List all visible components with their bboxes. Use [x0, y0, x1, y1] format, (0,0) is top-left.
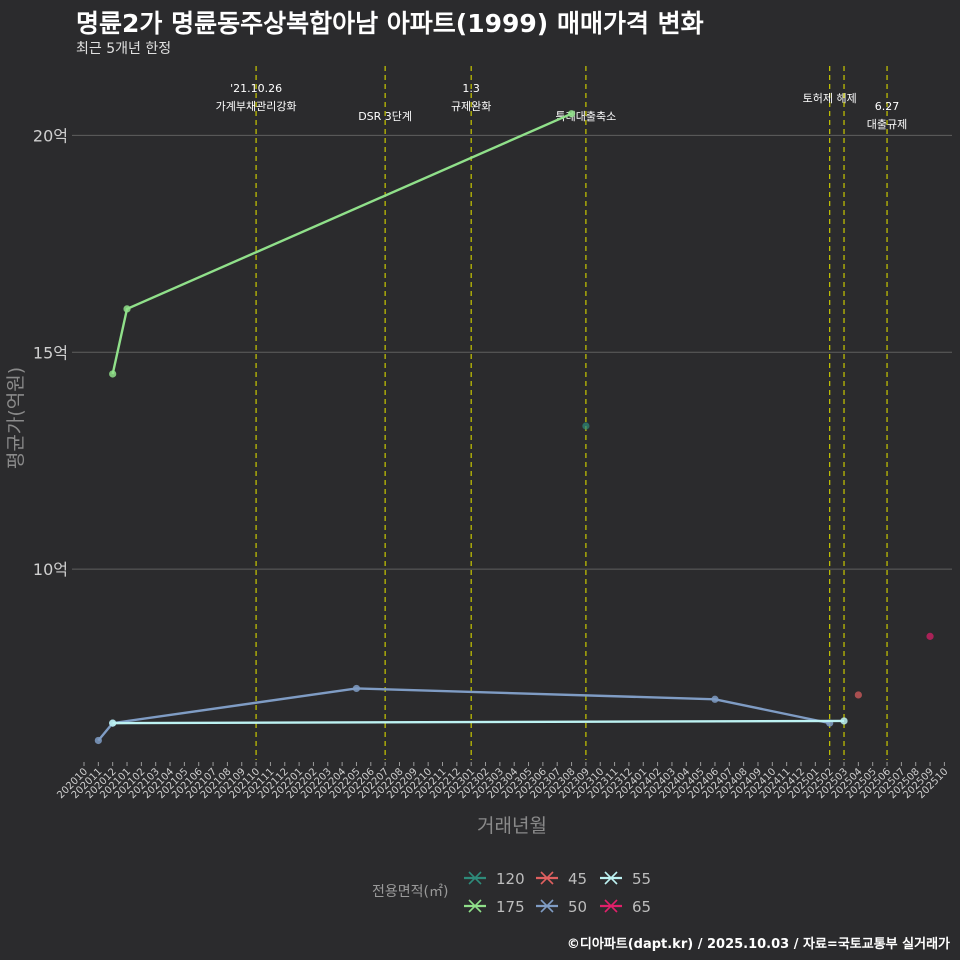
source-caption: ©디아파트(dapt.kr) / 2025.10.03 / 자료=국토교통부 실…: [566, 937, 950, 952]
legend-label: 55: [632, 870, 651, 888]
legend-key-cross: [604, 871, 618, 885]
legend-item-45: 45: [536, 870, 587, 888]
event-label: 6.27: [875, 100, 900, 113]
y-tick-label: 20억: [33, 126, 68, 145]
series-65: [926, 632, 934, 640]
series-line-55: [112, 719, 845, 725]
legend-key-cross: [604, 899, 618, 913]
event-label: 규제완화: [451, 100, 491, 113]
legend-item-120: 120: [464, 870, 525, 888]
data-point: [94, 736, 102, 745]
data-point: [854, 691, 862, 699]
series-layer: [94, 110, 934, 745]
series-175: [109, 110, 576, 378]
data-point: [840, 717, 848, 725]
grid-lines: [72, 134, 952, 570]
legend-label: 45: [568, 870, 587, 888]
event-label: 1.3: [462, 82, 480, 95]
legend-label: 175: [496, 898, 525, 916]
y-axis-title: 평균가(억원): [5, 367, 27, 469]
data-point: [109, 370, 117, 378]
legend-label: 50: [568, 898, 587, 916]
legend-item-65: 65: [600, 898, 651, 916]
series-120: [582, 422, 590, 430]
series-line-50: [97, 687, 830, 742]
legend-item-175: 175: [464, 898, 525, 916]
legend: 전용면적(㎡) 120 175 45 50 55 65: [372, 870, 651, 916]
legend-key-cross: [468, 871, 482, 885]
legend-label: 65: [632, 898, 651, 916]
data-point: [582, 422, 590, 430]
legend-key-cross: [468, 899, 482, 913]
event-label: 가계부채관리강화: [216, 100, 297, 113]
series-50: [94, 684, 834, 745]
event-label: DSR 3단계: [358, 110, 412, 123]
data-point: [567, 110, 576, 118]
event-label: 대출규제: [867, 118, 907, 131]
event-label: '21.10.26: [230, 82, 282, 95]
data-point: [352, 684, 361, 693]
series-line-175: [111, 112, 573, 375]
event-label: 토허제 해제: [803, 91, 857, 105]
x-axis-title: 거래년월: [477, 815, 547, 837]
legend-title: 전용면적(㎡): [372, 884, 448, 900]
series-45: [854, 691, 862, 699]
y-tick-label: 15억: [33, 343, 68, 362]
y-axis: 10억 15억 20억: [33, 126, 68, 579]
series-55: [109, 717, 848, 727]
chart-subtitle: 최근 5개년 한정: [76, 41, 172, 57]
legend-key-cross: [540, 899, 554, 913]
data-point: [926, 632, 934, 640]
legend-item-55: 55: [600, 870, 651, 888]
legend-label: 120: [496, 870, 525, 888]
legend-key-cross: [540, 871, 554, 885]
data-point: [711, 695, 719, 703]
data-point: [109, 719, 117, 727]
data-point: [123, 305, 131, 313]
legend-item-50: 50: [536, 898, 587, 916]
chart-title: 명륜2가 명륜동주상복합아남 아파트(1999) 매매가격 변화: [76, 9, 704, 38]
y-tick-label: 10억: [33, 560, 68, 579]
x-axis: 2020102020112020122021012021022021032021…: [55, 762, 951, 801]
